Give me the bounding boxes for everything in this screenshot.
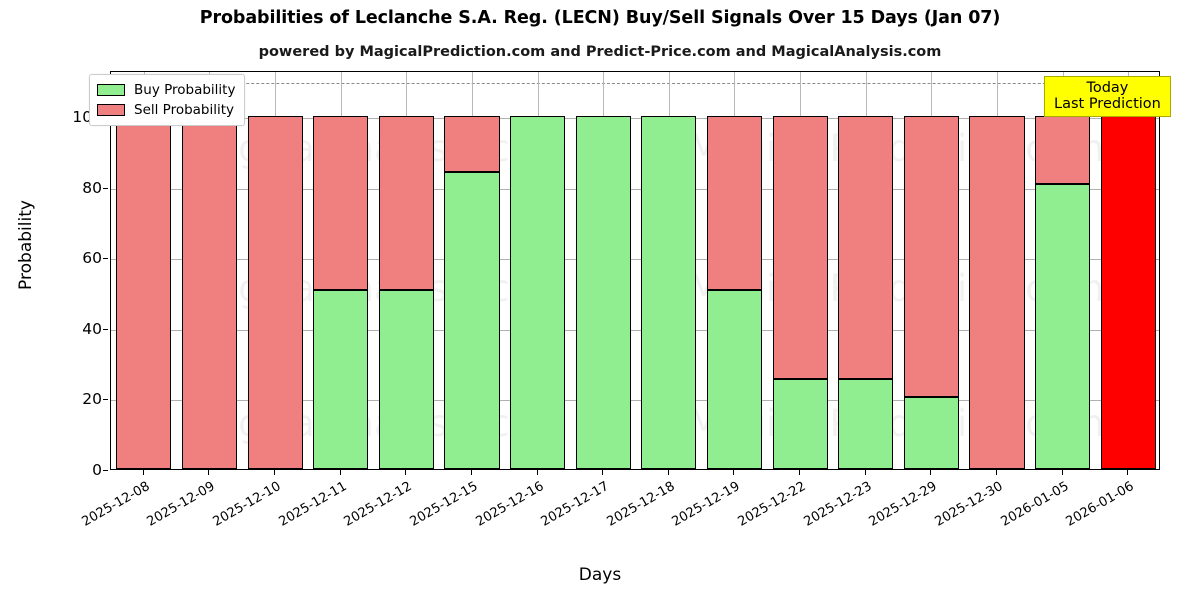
bar-segment-sell[interactable] xyxy=(903,115,959,397)
reference-line-dashed xyxy=(111,82,1159,84)
x-tick-mark xyxy=(602,470,604,475)
bar-segment-buy[interactable] xyxy=(1035,184,1091,469)
legend-swatch-sell-icon xyxy=(97,104,125,116)
bar-segment-sell[interactable] xyxy=(969,115,1025,469)
bar-group[interactable] xyxy=(378,72,434,469)
chart-title: Probabilities of Leclanche S.A. Reg. (LE… xyxy=(199,8,1001,28)
today-annotation-line1: Today xyxy=(1086,80,1129,96)
plot-area: MagicalAnalysis.com MagicalPrediction.com… xyxy=(110,71,1160,470)
bar-group[interactable] xyxy=(969,72,1025,469)
legend-item-buy: Buy Probability xyxy=(97,80,235,100)
gridline-horizontal xyxy=(111,188,1159,190)
x-tick-mark xyxy=(1061,470,1063,475)
bar-segment-buy[interactable] xyxy=(641,115,697,469)
bar-segment-sell[interactable] xyxy=(313,115,369,290)
x-tick-mark xyxy=(799,470,801,475)
bar-segment-sell[interactable] xyxy=(706,115,762,290)
y-axis-ticks: 0 20 40 60 80 100 xyxy=(54,0,108,600)
bar-segment-buy[interactable] xyxy=(510,115,566,469)
bar-segment-sell[interactable] xyxy=(444,115,500,173)
bar-segment-buy[interactable] xyxy=(313,289,369,469)
gridline-horizontal xyxy=(111,259,1159,261)
y-axis-title: Probability xyxy=(16,200,36,290)
x-tick-mark xyxy=(142,470,144,475)
x-tick-mark xyxy=(667,470,669,475)
bar-segment-sell[interactable] xyxy=(181,115,237,469)
gridline-horizontal xyxy=(111,329,1159,331)
x-tick-mark xyxy=(405,470,407,475)
bar-segment-buy[interactable] xyxy=(838,378,894,469)
bar-group[interactable] xyxy=(510,72,566,469)
bar-group[interactable] xyxy=(706,72,762,469)
bar-segment-buy[interactable] xyxy=(444,172,500,469)
bar-group[interactable] xyxy=(313,72,369,469)
bar-segment-buy[interactable] xyxy=(575,115,631,469)
x-tick-mark xyxy=(208,470,210,475)
x-tick-mark xyxy=(536,470,538,475)
y-tick-label: 40 xyxy=(82,319,102,338)
legend-swatch-buy-icon xyxy=(97,84,125,96)
y-tick-mark xyxy=(103,399,108,401)
chart-legend: Buy Probability Sell Probability xyxy=(89,74,246,126)
bar-segment-buy[interactable] xyxy=(378,289,434,469)
bar-group[interactable] xyxy=(1035,72,1091,469)
legend-label-buy: Buy Probability xyxy=(134,82,236,98)
legend-label-sell: Sell Probability xyxy=(134,102,235,118)
y-tick-mark xyxy=(103,328,108,330)
y-tick-mark xyxy=(103,258,108,260)
y-tick-label: 0 xyxy=(92,461,102,479)
x-tick-mark xyxy=(339,470,341,475)
bar-segment-sell[interactable] xyxy=(1035,115,1091,185)
bar-group[interactable] xyxy=(575,72,631,469)
x-tick-mark xyxy=(995,470,997,475)
bar-group[interactable] xyxy=(247,72,303,469)
bar-group[interactable] xyxy=(116,72,172,469)
legend-item-sell: Sell Probability xyxy=(97,100,235,120)
today-annotation-line2: Last Prediction xyxy=(1054,96,1161,113)
bar-segment-sell[interactable] xyxy=(838,115,894,379)
bar-group[interactable] xyxy=(838,72,894,469)
bar-segment-buy[interactable] xyxy=(772,378,828,469)
bar-segment-buy[interactable] xyxy=(706,289,762,469)
bar-group[interactable] xyxy=(641,72,697,469)
bar-group[interactable] xyxy=(772,72,828,469)
x-tick-mark xyxy=(733,470,735,475)
gridline-horizontal xyxy=(111,400,1159,402)
bar-group[interactable] xyxy=(444,72,500,469)
x-tick-mark xyxy=(864,470,866,475)
x-tick-mark xyxy=(1127,470,1129,475)
y-tick-label: 80 xyxy=(82,178,102,197)
bar-segment-sell[interactable] xyxy=(116,115,172,469)
bar-segment-sell[interactable] xyxy=(772,115,828,379)
bar-segment-sell[interactable] xyxy=(378,115,434,290)
y-tick-mark xyxy=(103,470,108,471)
bar-segment-today[interactable] xyxy=(1100,115,1156,469)
x-axis-title: Days xyxy=(578,565,622,585)
bar-group[interactable] xyxy=(903,72,959,469)
gridline-horizontal xyxy=(111,117,1159,119)
bar-segment-sell[interactable] xyxy=(247,115,303,469)
y-tick-mark xyxy=(103,187,108,189)
bar-segment-buy[interactable] xyxy=(903,396,959,469)
x-tick-mark xyxy=(470,470,472,475)
bar-group[interactable] xyxy=(1100,72,1156,469)
x-tick-mark xyxy=(274,470,276,475)
x-tick-mark xyxy=(930,470,932,475)
today-annotation: Today Last Prediction xyxy=(1044,76,1171,118)
bar-group[interactable] xyxy=(181,72,237,469)
chart-subtitle: powered by MagicalPrediction.com and Pre… xyxy=(258,44,942,60)
y-tick-label: 60 xyxy=(82,249,102,268)
y-tick-label: 20 xyxy=(82,390,102,409)
